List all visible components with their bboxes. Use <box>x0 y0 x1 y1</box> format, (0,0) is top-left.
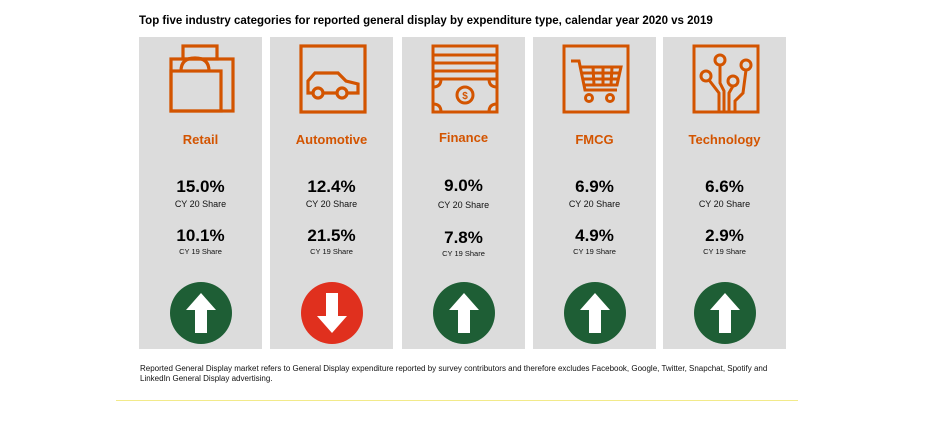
cy20-label: CY 20 Share <box>305 199 358 209</box>
panel-automotive: Automotive 12.4% CY 20 Share 21.5% CY 19… <box>270 37 393 349</box>
arrow-up-icon <box>170 282 232 344</box>
footnote: Reported General Display market refers t… <box>140 364 768 383</box>
cy19-label: CY 19 Share <box>442 249 485 258</box>
cy20-label: CY 20 Share <box>437 200 490 210</box>
money-icon: $ <box>430 43 500 115</box>
cy20-value: 15.0% <box>176 177 225 196</box>
shopping-cart-icon <box>561 43 631 115</box>
category-label: FMCG <box>575 132 614 147</box>
cy19-value: 10.1% <box>176 226 225 245</box>
shopping-bag-icon <box>167 43 237 115</box>
cy20-value: 6.9% <box>575 177 614 196</box>
cy19-value: 4.9% <box>575 226 614 245</box>
cy19-label: CY 19 Share <box>703 247 746 256</box>
car-icon <box>298 43 368 115</box>
circuit-icon <box>691 43 761 115</box>
arrow-up-icon <box>433 282 495 344</box>
arrow-up-icon <box>694 282 756 344</box>
cy20-value: 6.6% <box>705 177 744 196</box>
panel-finance: $ Finance 9.0% CY 20 Share 7.8% CY 19 Sh… <box>402 37 525 349</box>
category-label: Technology <box>688 132 761 147</box>
cy19-label: CY 19 Share <box>179 247 222 256</box>
panel-retail: Retail 15.0% CY 20 Share 10.1% CY 19 Sha… <box>139 37 262 349</box>
cy20-label: CY 20 Share <box>174 199 227 209</box>
cy20-label: CY 20 Share <box>698 199 751 209</box>
cy19-label: CY 19 Share <box>310 247 353 256</box>
panel-fmcg: FMCG 6.9% CY 20 Share 4.9% CY 19 Share <box>533 37 656 349</box>
panel-technology: Technology 6.6% CY 20 Share 2.9% CY 19 S… <box>663 37 786 349</box>
divider <box>116 400 798 401</box>
category-label: Automotive <box>295 132 368 147</box>
chart-title: Top five industry categories for reporte… <box>139 15 713 27</box>
category-label: Retail <box>182 132 219 147</box>
cy20-value: 12.4% <box>307 177 356 196</box>
svg-text:$: $ <box>462 91 468 102</box>
cy20-label: CY 20 Share <box>568 199 621 209</box>
arrow-up-icon <box>564 282 626 344</box>
cy19-value: 7.8% <box>444 228 483 247</box>
arrow-down-icon <box>301 282 363 344</box>
category-label: Finance <box>438 130 489 145</box>
cy19-value: 2.9% <box>705 226 744 245</box>
cy20-value: 9.0% <box>444 176 483 195</box>
cy19-label: CY 19 Share <box>573 247 616 256</box>
cy19-value: 21.5% <box>307 226 356 245</box>
